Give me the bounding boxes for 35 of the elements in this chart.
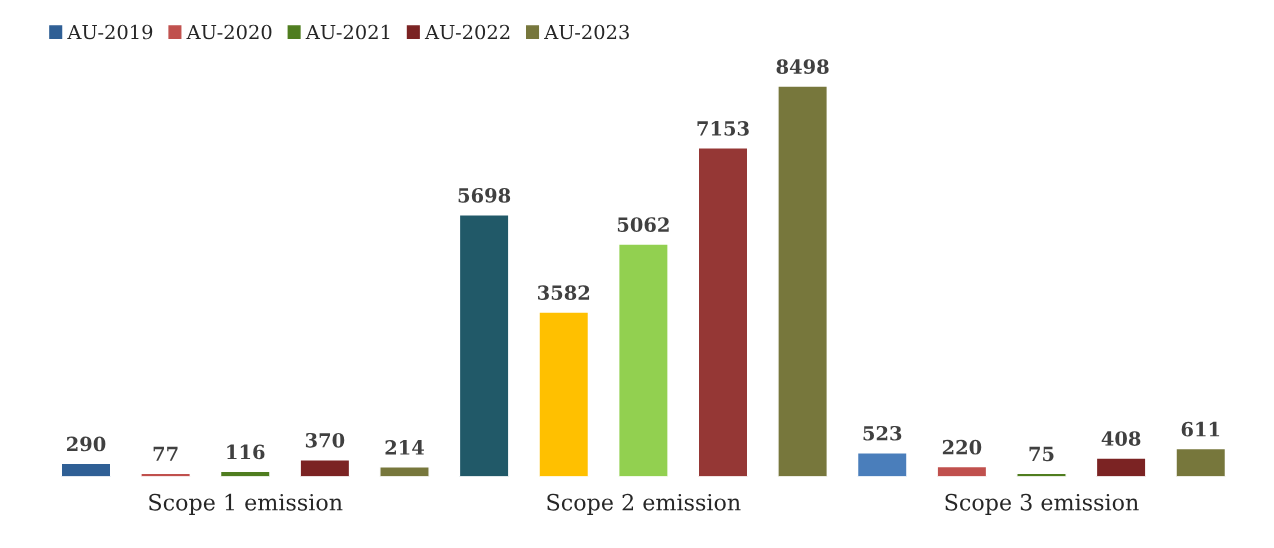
x-tick-label: Scope 1 emission: [149, 493, 343, 515]
bar: [1175, 447, 1227, 477]
data-label: 116: [227, 444, 265, 460]
data-label: 75: [1029, 446, 1054, 462]
bar: [379, 466, 430, 477]
x-tick-label: Scope 2 emission: [547, 493, 741, 515]
data-label: 220: [942, 439, 982, 455]
bar: [856, 452, 908, 477]
bar: [538, 311, 590, 477]
legend-label: AU-2022: [424, 24, 510, 40]
data-label: 8498: [776, 59, 829, 74]
bar: [777, 85, 828, 477]
data-label: 370: [305, 432, 345, 448]
legend-label: AU-2020: [186, 24, 272, 40]
legend-label: AU-2019: [67, 24, 153, 40]
bar: [458, 214, 510, 477]
data-label: 611: [1181, 421, 1220, 437]
data-label: 523: [863, 425, 902, 441]
x-tick-label: Scope 3 emission: [945, 493, 1139, 515]
bar: [617, 243, 669, 477]
data-label: 77: [153, 446, 178, 461]
bar: [60, 462, 112, 477]
data-label: 5062: [617, 217, 669, 232]
data-label: 5698: [458, 187, 511, 203]
data-label: 7153: [697, 121, 749, 136]
legend-label: AU-2023: [544, 24, 629, 40]
data-label: 408: [1101, 431, 1141, 446]
bar: [936, 465, 988, 477]
data-label: 214: [385, 440, 424, 455]
bar: [697, 147, 749, 477]
legend-label: AU-2021: [305, 24, 390, 40]
data-label: 290: [67, 436, 106, 452]
bar: [299, 459, 351, 477]
data-label: 3582: [538, 285, 590, 300]
bar: [1095, 457, 1147, 477]
